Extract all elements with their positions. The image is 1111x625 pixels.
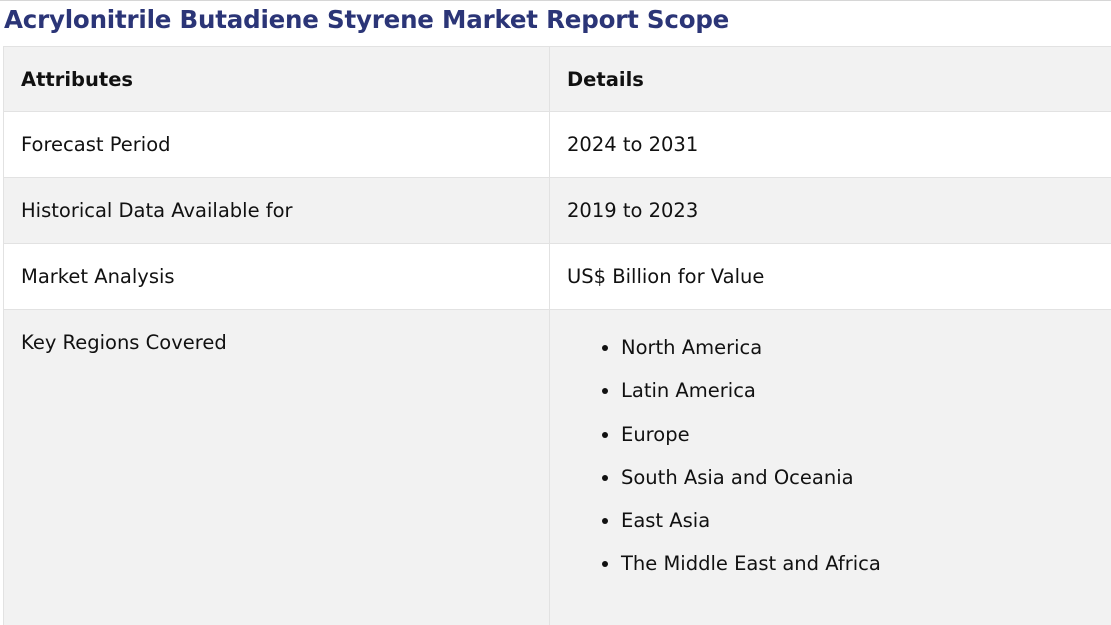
attribute-cell: Market Analysis: [3, 243, 550, 310]
list-item: Europe: [621, 419, 1111, 462]
header-details: Details: [549, 46, 1111, 112]
detail-cell: 2019 to 2023: [549, 177, 1111, 244]
attribute-cell: Historical Data Available for: [3, 177, 550, 244]
list-item: South Asia and Oceania: [621, 462, 1111, 505]
list-item: East Asia: [621, 505, 1111, 548]
attribute-cell: Key Regions Covered: [3, 309, 550, 625]
table-row: Forecast Period 2024 to 2031: [3, 111, 1111, 178]
list-item: The Middle East and Africa: [621, 548, 1111, 591]
header-attributes: Attributes: [3, 46, 550, 112]
list-item: North America: [621, 332, 1111, 375]
detail-cell: US$ Billion for Value: [549, 243, 1111, 310]
table-header-row: Attributes Details: [3, 46, 1111, 112]
attribute-cell: Forecast Period: [3, 111, 550, 178]
regions-label: Key Regions Covered: [21, 331, 227, 354]
list-item: Latin America: [621, 375, 1111, 418]
regions-detail-cell: North America Latin America Europe South…: [549, 309, 1111, 625]
table-row: Historical Data Available for 2019 to 20…: [3, 177, 1111, 244]
table-row-regions: Key Regions Covered North America Latin …: [3, 309, 1111, 625]
detail-cell: 2024 to 2031: [549, 111, 1111, 178]
table-row: Market Analysis US$ Billion for Value: [3, 243, 1111, 310]
page-title: Acrylonitrile Butadiene Styrene Market R…: [4, 5, 730, 34]
region-list: North America Latin America Europe South…: [567, 310, 1111, 592]
report-scope-table: Attributes Details Forecast Period 2024 …: [3, 46, 1111, 625]
